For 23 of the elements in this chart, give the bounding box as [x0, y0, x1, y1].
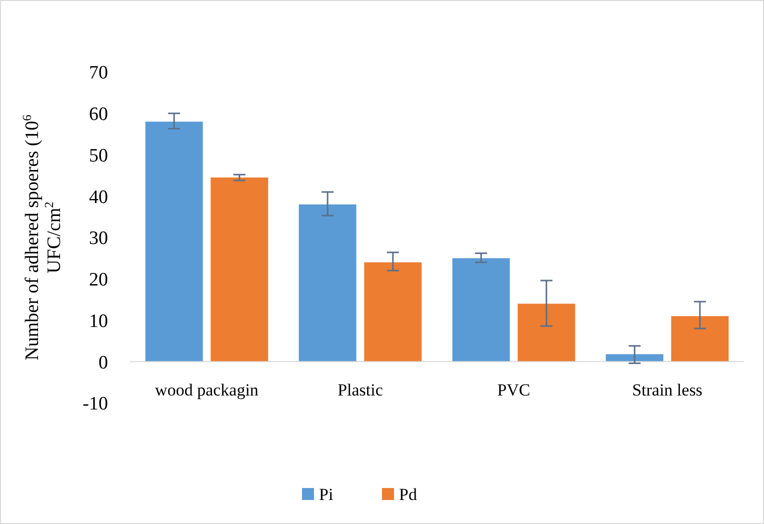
bar: [364, 262, 422, 362]
x-tick-label: PVC: [497, 380, 530, 400]
bar: [671, 316, 729, 362]
y-tick-label: 20: [89, 270, 108, 291]
legend-label: Pd: [399, 484, 418, 504]
y-tick-label: 60: [89, 104, 108, 126]
y-tick-label: 40: [89, 186, 108, 208]
x-tick-label: Plastic: [338, 380, 384, 400]
bar: [145, 122, 203, 362]
bar: [298, 204, 356, 362]
x-tick-label: wood packagin: [155, 380, 259, 400]
y-tick-label: 10: [89, 310, 108, 332]
bar: [606, 354, 664, 362]
y-tick-label: -10: [82, 394, 108, 415]
y-tick-label: 0: [98, 352, 108, 374]
x-tick-label: Strain less: [632, 380, 702, 400]
bar: [452, 258, 510, 362]
bar: [518, 304, 576, 362]
y-tick-label: 70: [89, 62, 108, 84]
bar: [210, 178, 268, 362]
legend-label: Pi: [319, 484, 334, 504]
y-tick-label: 50: [89, 145, 108, 166]
y-tick-label: 30: [89, 228, 108, 250]
